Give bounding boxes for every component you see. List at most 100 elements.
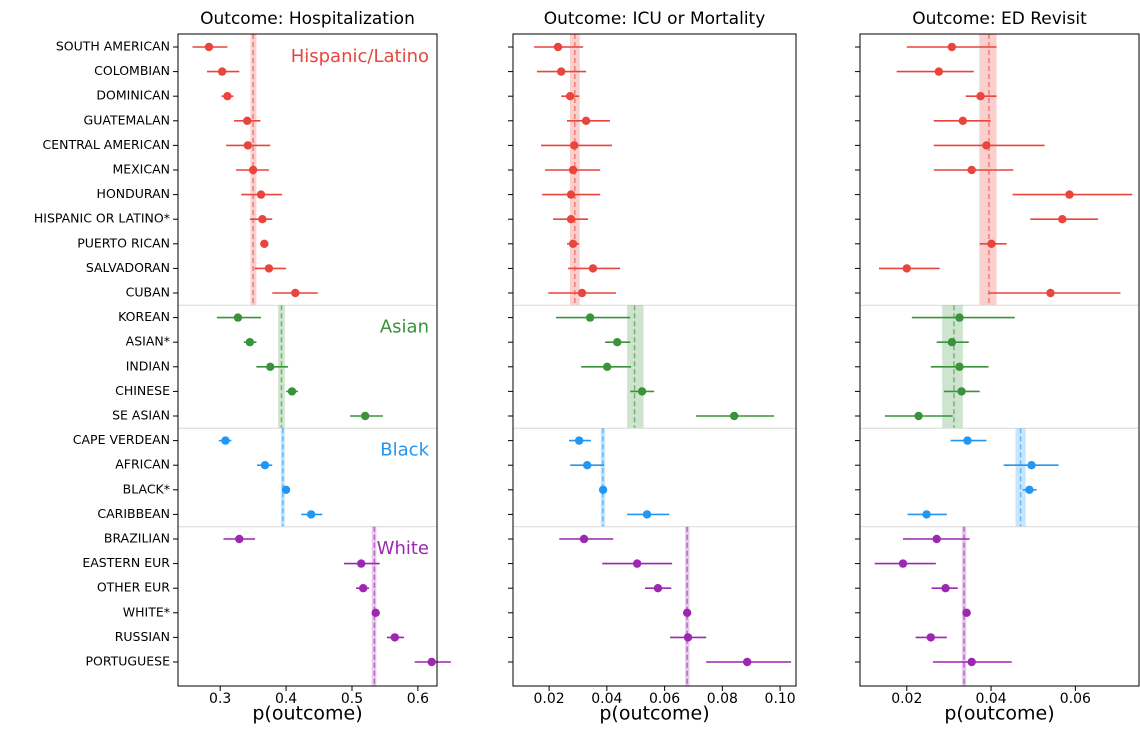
estimate-point xyxy=(941,584,950,593)
group-label: Black xyxy=(380,440,429,461)
estimate-point xyxy=(1065,190,1074,199)
estimate-point xyxy=(390,633,400,642)
estimate-point xyxy=(1025,485,1034,494)
group-label: White xyxy=(377,538,429,559)
estimate-point xyxy=(553,42,563,52)
estimate-point xyxy=(260,239,269,248)
estimate-point xyxy=(730,411,739,421)
x-axis-label: p(outcome) xyxy=(252,703,362,725)
estimate-point xyxy=(922,510,931,519)
estimate-point xyxy=(266,362,275,371)
y-tick-label: OTHER EUR xyxy=(97,580,170,595)
estimate-point xyxy=(963,436,972,445)
estimate-point xyxy=(557,67,566,76)
estimate-point xyxy=(217,67,227,76)
estimate-point xyxy=(976,92,985,101)
estimate-point xyxy=(371,608,380,617)
estimate-point xyxy=(256,190,266,199)
y-tick-label: DOMINICAN xyxy=(96,88,170,103)
group-label: Hispanic/Latino xyxy=(291,46,429,67)
y-tick-label: AFRICAN xyxy=(115,457,170,472)
y-tick-label: RUSSIAN xyxy=(115,629,170,644)
estimate-point xyxy=(947,338,957,347)
estimate-point xyxy=(967,165,976,175)
x-tick-label: 0.4 xyxy=(275,691,297,707)
estimate-point xyxy=(642,510,652,519)
estimate-point xyxy=(291,288,300,298)
estimate-point xyxy=(982,141,991,150)
estimate-point xyxy=(568,239,578,248)
reference-band xyxy=(685,526,690,686)
estimate-point xyxy=(581,116,591,126)
estimate-point xyxy=(987,239,996,248)
panel-title: Outcome: ED Revisit xyxy=(912,9,1087,29)
y-tick-label: PORTUGUESE xyxy=(85,654,170,669)
estimate-point xyxy=(683,633,693,642)
estimate-point xyxy=(898,559,908,568)
x-tick-label: 0.04 xyxy=(975,691,1006,707)
estimate-point xyxy=(742,657,752,667)
x-tick-label: 0.5 xyxy=(341,691,363,707)
x-tick-label: 0.02 xyxy=(891,691,922,707)
y-tick-label: CHINESE xyxy=(115,383,170,398)
estimate-point xyxy=(598,485,608,494)
estimate-point xyxy=(1027,461,1036,470)
estimate-point xyxy=(902,264,911,273)
estimate-point xyxy=(568,165,578,175)
panel-title: Outcome: Hospitalization xyxy=(200,9,415,29)
estimate-point xyxy=(932,534,941,544)
x-tick-label: 0.06 xyxy=(649,691,680,707)
estimate-point xyxy=(570,141,579,150)
estimate-point xyxy=(955,362,964,371)
estimate-point xyxy=(204,42,214,52)
x-axis-label: p(outcome) xyxy=(944,703,1054,725)
estimate-point xyxy=(967,657,976,667)
estimate-point xyxy=(357,559,366,568)
estimate-point xyxy=(962,608,971,617)
y-tick-label: CAPE VERDEAN xyxy=(73,432,170,447)
estimate-point xyxy=(360,411,370,421)
reference-band xyxy=(371,526,377,686)
estimate-point xyxy=(637,387,647,396)
y-tick-label: CARIBBEAN xyxy=(97,506,170,521)
estimate-point xyxy=(248,165,258,175)
estimate-point xyxy=(632,559,642,568)
y-tick-label: WHITE* xyxy=(123,604,170,619)
y-tick-label: BLACK* xyxy=(123,481,170,496)
estimate-point xyxy=(260,461,270,470)
x-tick-label: 0.6 xyxy=(407,691,429,707)
y-tick-label: GUATEMALAN xyxy=(84,112,170,127)
estimate-point xyxy=(287,387,297,396)
y-tick-label: BRAZILIAN xyxy=(104,531,170,546)
estimate-point xyxy=(566,190,576,199)
estimate-point xyxy=(243,141,253,150)
estimate-point xyxy=(1058,215,1067,224)
y-tick-label: EASTERN EUR xyxy=(82,555,170,570)
x-tick-label: 0.04 xyxy=(591,691,622,707)
estimate-point xyxy=(223,92,232,101)
estimate-point xyxy=(1046,288,1055,298)
estimate-point xyxy=(653,584,663,593)
y-tick-label: SALVADORAN xyxy=(86,260,170,275)
y-tick-label: INDIAN xyxy=(126,358,170,373)
y-tick-label: PUERTO RICAN xyxy=(77,235,170,250)
estimate-point xyxy=(264,264,274,273)
estimate-point xyxy=(281,485,291,494)
estimate-point xyxy=(306,510,316,519)
x-tick-label: 0.06 xyxy=(1060,691,1091,707)
x-tick-label: 0.3 xyxy=(209,691,231,707)
y-tick-label: COLOMBIAN xyxy=(94,63,170,78)
estimate-point xyxy=(955,313,964,322)
x-tick-label: 0.02 xyxy=(534,691,565,707)
y-tick-label: SE ASIAN xyxy=(112,408,170,423)
y-tick-label: HONDURAN xyxy=(97,186,170,201)
estimate-point xyxy=(602,362,612,371)
estimate-point xyxy=(235,534,244,544)
estimate-point xyxy=(958,116,968,126)
estimate-point xyxy=(926,633,936,642)
estimate-point xyxy=(588,264,598,273)
estimate-point xyxy=(682,608,692,617)
estimate-point xyxy=(358,584,368,593)
estimate-point xyxy=(565,92,575,101)
estimate-point xyxy=(242,116,252,126)
